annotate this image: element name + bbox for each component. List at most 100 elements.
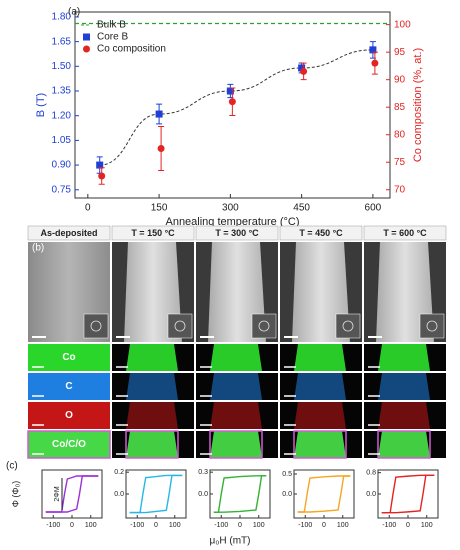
eds-edge [27,430,111,459]
y2-tick-label: 80 [394,129,406,140]
x-tick-label: 100 [337,522,349,529]
nanowire [292,242,350,342]
marker [98,172,106,180]
eds-wire [294,402,346,429]
legend-label: Co composition [97,44,166,55]
panel-label: (b) [32,243,44,254]
y2-axis-label: Co composition (%, at.) [412,48,424,162]
fft-inset [251,313,277,339]
y-tick-label: 0.0 [282,491,292,498]
y-tick-label: 0.75 [52,184,72,195]
loop-branch [213,475,267,513]
fft-ring [342,320,354,332]
loop-branch [45,475,99,513]
row-label: Co/C/O [52,439,86,450]
column-header: As-deposited [40,228,97,238]
plot-frame [74,11,391,199]
marker [298,64,306,72]
panel-label: (a) [68,7,80,18]
fft-ring [90,320,102,332]
row-label: Co [62,352,75,363]
legend-label: Core B [97,32,128,43]
column-header: T = 150 °C [131,228,175,238]
eds-wire [378,431,430,458]
loop-branch [381,474,435,514]
x-axis-label: Annealing temperature (°C) [165,216,299,228]
y-tick-label: 0.8 [366,470,376,477]
y-tick-label: 1.05 [52,135,72,146]
x-tick-label: -100 [214,522,228,529]
eds-wire [294,431,346,458]
eds-edge [209,430,263,459]
x-tick-label: 0 [406,522,410,529]
y2-tick-label: 100 [394,19,411,30]
x-tick-label: 0 [154,522,158,529]
x-tick-label: 100 [421,522,433,529]
eds-wire [210,344,262,371]
fit-curve [99,49,373,166]
marker [369,46,377,54]
fft-inset [83,313,109,339]
eds-wire [210,373,262,400]
nanowire [208,242,266,342]
x-tick-label: 0 [85,203,91,214]
eds-wire [294,373,346,400]
y-tick-label: 0.0 [114,491,124,498]
loop-branch [381,474,435,514]
marker [155,110,163,118]
eds-edge [377,430,431,459]
marker [228,98,236,106]
eds-wire [126,373,178,400]
fft-inset [335,313,361,339]
fft-ring [258,320,270,332]
marker [300,67,308,75]
y2-tick-label: 70 [394,184,406,195]
marker [371,59,379,67]
legend-swatch [83,45,90,53]
annotation: 2ΦM [54,486,61,501]
legend-swatch [83,33,90,41]
y-tick-label: 1.20 [52,110,72,121]
eds-wire [294,344,346,371]
eds-edge [125,430,179,459]
x-tick-label: 600 [365,203,382,214]
y-axis-label: B (T) [35,93,47,117]
y-tick-label: 1.35 [52,86,72,97]
loop-branch [129,474,183,514]
y-tick-label: 0.0 [198,491,208,498]
marker [157,144,165,152]
nanowire [124,242,182,342]
y-tick-label: 0.3 [198,469,208,476]
x-tick-label: 300 [222,203,239,214]
fft-inset [419,313,445,339]
loop-branch [297,475,351,513]
column-header: T = 300 °C [215,228,259,238]
fft-ring [174,320,186,332]
x-tick-label: 100 [253,522,265,529]
eds-wire [210,402,262,429]
panel-label: (c) [6,461,18,472]
x-tick-label: 0 [322,522,326,529]
y2-tick-label: 90 [394,74,406,85]
y2-tick-label: 75 [394,157,406,168]
x-tick-label: 0 [70,522,74,529]
header-cell [363,225,447,241]
x-tick-label: 100 [169,522,181,529]
x-tick-label: 150 [151,203,168,214]
x-tick-label: -100 [130,522,144,529]
row-label: C [65,381,72,392]
row-label: O [65,410,73,421]
eds-wire [126,431,178,458]
eds-wire [378,344,430,371]
y-tick-label: 1.80 [52,12,72,23]
eds-wire [126,344,178,371]
marker [226,87,234,95]
loop-branch [213,475,267,513]
eds-wire [126,402,178,429]
x-tick-label: 0 [238,522,242,529]
header-cell [279,225,363,241]
y-tick-label: 0.5 [282,471,292,478]
nanowire [376,242,434,342]
x-axis-label: μ₀H (mT) [209,536,250,547]
x-tick-label: -100 [298,522,312,529]
